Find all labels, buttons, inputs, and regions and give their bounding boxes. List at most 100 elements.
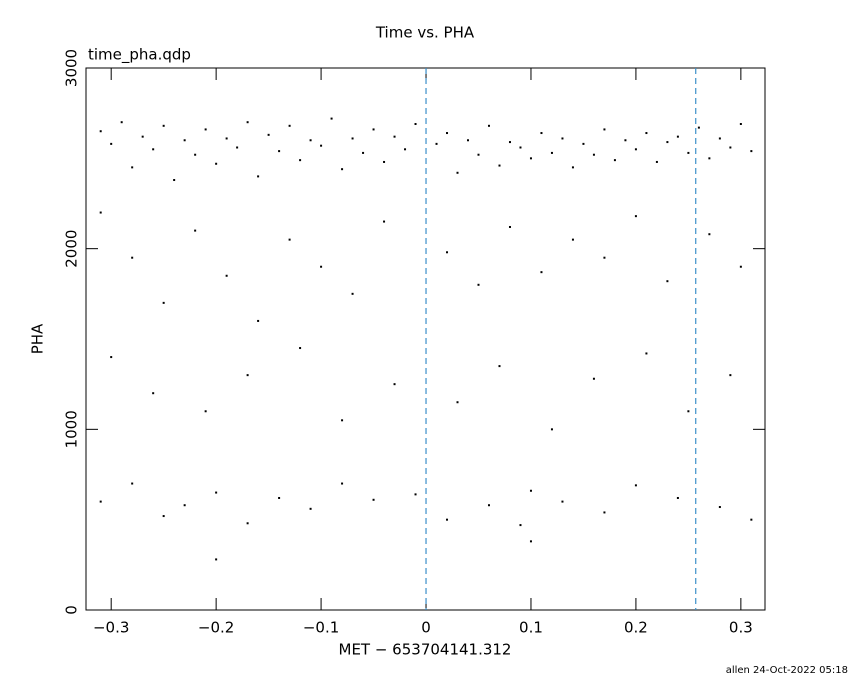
data-point (215, 558, 218, 561)
chart-title: Time vs. PHA (375, 24, 475, 42)
data-point (603, 511, 606, 514)
data-point (529, 540, 532, 543)
data-point (383, 220, 386, 223)
data-point (634, 148, 637, 151)
data-point (592, 153, 595, 156)
data-point (676, 496, 679, 499)
data-point (456, 401, 459, 404)
data-point (152, 392, 155, 395)
data-point (351, 292, 354, 295)
data-point (446, 132, 449, 135)
data-point (173, 179, 176, 182)
data-point (120, 121, 123, 124)
data-point (467, 139, 470, 142)
data-point (162, 301, 165, 304)
data-point (519, 146, 522, 149)
data-point (299, 159, 302, 162)
data-point (246, 522, 249, 525)
data-point (529, 157, 532, 160)
data-point (131, 482, 134, 485)
data-point (320, 265, 323, 268)
data-point (708, 157, 711, 160)
data-point (99, 500, 102, 503)
x-tick-label: −0.3 (93, 619, 129, 637)
footer: allen 24-Oct-2022 05:18 (726, 665, 848, 676)
data-point (309, 507, 312, 510)
data-point (141, 135, 144, 138)
data-point (404, 148, 407, 151)
data-point (729, 146, 732, 149)
y-tick-label: 2000 (63, 230, 81, 268)
data-point (257, 319, 260, 322)
data-point (215, 162, 218, 165)
data-point (498, 164, 501, 167)
x-tick-label: 0 (421, 619, 431, 637)
data-point (246, 374, 249, 377)
data-point (634, 215, 637, 218)
data-point (750, 150, 753, 153)
data-point (477, 153, 480, 156)
data-point (372, 498, 375, 501)
data-point (330, 117, 333, 120)
data-point (487, 124, 490, 127)
data-point (708, 233, 711, 236)
y-tick-label: 0 (63, 605, 81, 615)
data-point (162, 515, 165, 518)
data-point (267, 133, 270, 136)
data-point (110, 142, 113, 145)
data-point (288, 124, 291, 127)
data-point (225, 274, 228, 277)
data-point (687, 410, 690, 413)
data-point (362, 151, 365, 154)
y-tick-label: 1000 (63, 410, 81, 448)
data-point (320, 144, 323, 147)
data-point (152, 148, 155, 151)
data-point (603, 128, 606, 131)
data-point (446, 251, 449, 254)
data-point (718, 137, 721, 140)
x-tick-label: 0.1 (519, 619, 543, 637)
subtitle: time_pha.qdp (88, 46, 191, 65)
x-tick-label: −0.1 (303, 619, 339, 637)
data-point (225, 137, 228, 140)
data-point (750, 518, 753, 521)
data-point (592, 377, 595, 380)
data-point (519, 524, 522, 527)
data-point (446, 518, 449, 521)
data-point (309, 139, 312, 142)
data-point (571, 166, 574, 169)
data-point (299, 347, 302, 350)
data-point (383, 160, 386, 163)
data-point (351, 137, 354, 140)
data-point (550, 428, 553, 431)
data-point (456, 171, 459, 174)
data-point (278, 150, 281, 153)
data-point (131, 166, 134, 169)
data-point (341, 168, 344, 171)
x-axis-label: MET − 653704141.312 (339, 641, 512, 659)
data-point (498, 365, 501, 368)
x-tick-label: 0.2 (624, 619, 648, 637)
data-point (508, 225, 511, 228)
data-point (529, 489, 532, 492)
x-tick-label: −0.2 (198, 619, 234, 637)
data-point (246, 121, 249, 124)
data-point (645, 132, 648, 135)
data-point (634, 484, 637, 487)
data-point (718, 506, 721, 509)
data-point (194, 153, 197, 156)
data-point (540, 271, 543, 274)
data-point (393, 135, 396, 138)
data-point (341, 419, 344, 422)
data-point (603, 256, 606, 259)
data-point (183, 139, 186, 142)
data-point (99, 130, 102, 133)
y-axis-label: PHA (29, 323, 47, 354)
data-point (110, 356, 113, 359)
data-point (676, 135, 679, 138)
y-tick-label: 3000 (63, 49, 81, 87)
data-point (341, 482, 344, 485)
data-point (162, 124, 165, 127)
data-point (372, 128, 375, 131)
